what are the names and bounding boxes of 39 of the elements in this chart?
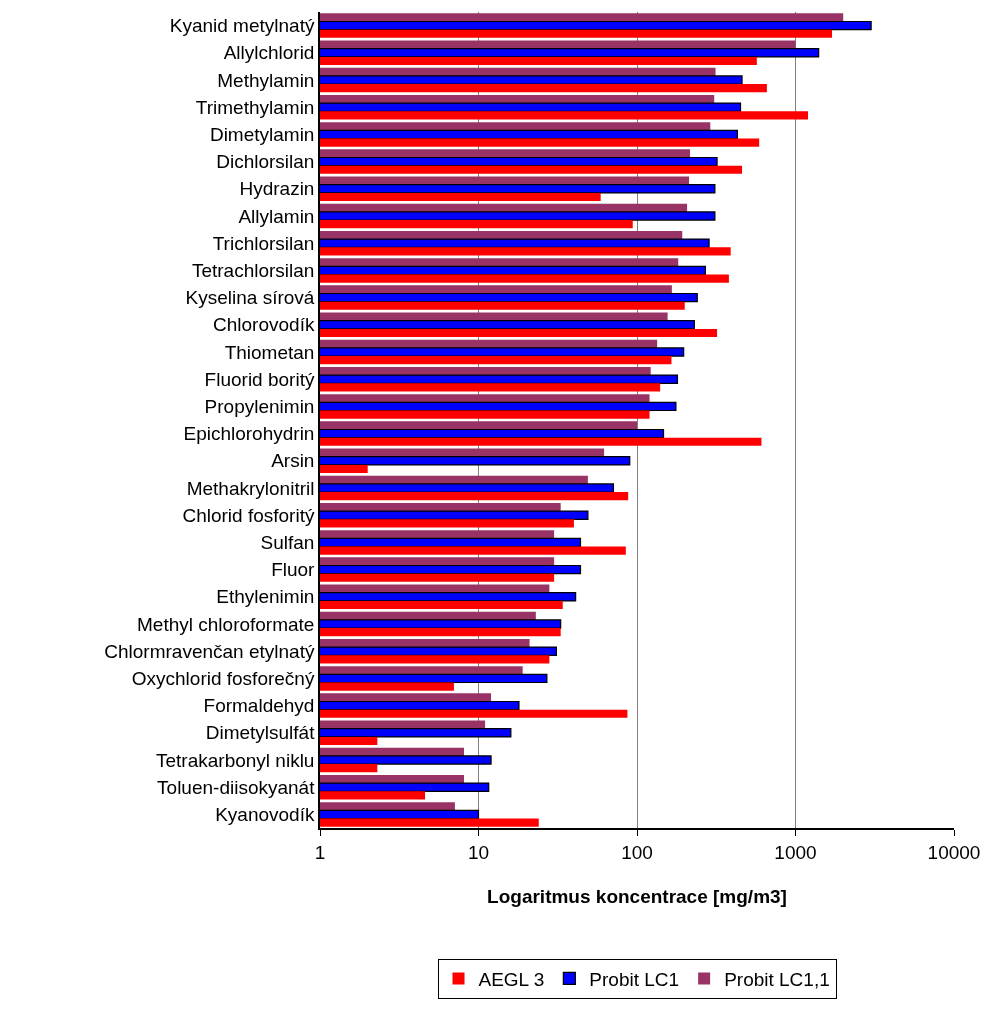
y-tick-label: Chlormravenčan etylnatý xyxy=(104,640,315,662)
legend-label: AEGL 3 xyxy=(478,968,545,990)
y-tick-label: Sulfan xyxy=(260,532,315,554)
y-tick-label: Ethylenimin xyxy=(216,586,315,608)
y-tick-label: Propylenimin xyxy=(204,396,315,418)
y-tick-label: Fluorid boritý xyxy=(204,368,315,390)
x-tick-label: 100 xyxy=(621,841,653,863)
y-tick-label: Dichlorsilan xyxy=(216,151,315,173)
y-tick-label: Formaldehyd xyxy=(203,695,315,717)
y-tick-label: Epichlorohydrin xyxy=(183,423,315,445)
x-tick-label: 10000 xyxy=(927,841,981,863)
y-tick-label: Thiometan xyxy=(224,341,315,363)
y-tick-label: Kyanovodík xyxy=(215,804,315,826)
y-tick-label: Tetrachlorsilan xyxy=(191,260,315,282)
y-tick-label: Dimetylsulfát xyxy=(205,722,316,744)
y-tick-label: Dimetylamin xyxy=(209,124,315,146)
legend-label: Probit LC1,1 xyxy=(724,968,830,990)
y-tick-label: Toluen-diisokyanát xyxy=(157,776,316,798)
y-tick-label: Methakrylonitril xyxy=(186,477,315,499)
y-tick-label: Fluor xyxy=(271,559,316,581)
x-tick-label: 1000 xyxy=(774,841,817,863)
y-tick-label: Arsin xyxy=(271,450,315,472)
legend-label: Probit LC1 xyxy=(589,968,680,990)
y-tick-label: Tetrakarbonyl niklu xyxy=(156,749,315,771)
y-tick-label: Methylamin xyxy=(217,69,315,91)
y-tick-label: Allylamin xyxy=(238,205,315,227)
y-tick-label: Kyanid metylnatý xyxy=(169,15,315,37)
x-tick-label: 1 xyxy=(314,841,326,863)
x-tick-label: 10 xyxy=(467,841,490,863)
y-tick-label: Chlorovodík xyxy=(213,314,315,336)
y-tick-label: Methyl chloroformate xyxy=(137,613,315,635)
y-tick-label: Hydrazin xyxy=(239,178,315,200)
y-tick-label: Chlorid fosforitý xyxy=(182,504,315,526)
y-tick-label: Trichlorsilan xyxy=(212,232,315,254)
y-tick-label: Trimethylamin xyxy=(195,96,315,118)
y-tick-label: Oxychlorid fosforečný xyxy=(131,668,315,690)
y-tick-label: Kyselina sírová xyxy=(185,287,315,309)
y-tick-label: Allylchlorid xyxy=(223,42,315,64)
x-axis-title: Logaritmus koncentrace [mg/m3] xyxy=(487,885,787,907)
